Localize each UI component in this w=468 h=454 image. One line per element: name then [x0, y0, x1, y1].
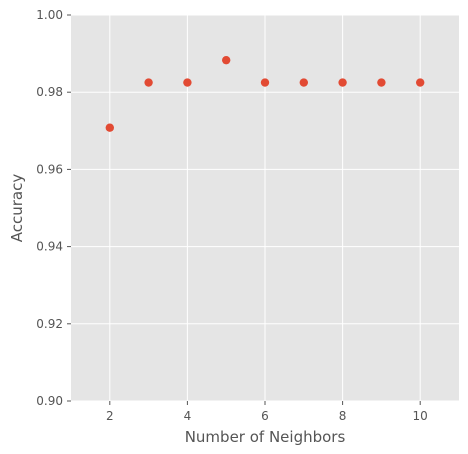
y-tick-label: 0.90 [36, 394, 63, 408]
data-point [260, 78, 270, 87]
x-axis-label: Number of Neighbors [185, 428, 346, 446]
data-point [377, 78, 386, 87]
data-point [183, 78, 192, 87]
y-tick-label: 0.98 [36, 85, 63, 99]
data-point [222, 55, 231, 65]
y-tick-label: 1.00 [36, 8, 63, 22]
y-axis-label: Accuracy [8, 174, 26, 243]
x-tick-label: 6 [261, 409, 269, 423]
data-point [105, 123, 115, 132]
y-tick-label: 0.96 [36, 162, 63, 176]
data-point [144, 78, 153, 87]
data-point [299, 78, 308, 87]
y-tick-label: 0.92 [36, 317, 63, 331]
y-tick-label: 0.94 [36, 240, 63, 254]
x-tick-label: 10 [413, 409, 428, 423]
axis-ticks: 2 4 6 8 10 0.90 0.92 0.94 0.96 0.98 1.00 [36, 8, 428, 423]
data-point [416, 78, 425, 87]
data-point [338, 78, 347, 87]
x-tick-label: 2 [106, 409, 114, 423]
x-tick-label: 8 [339, 409, 347, 423]
x-tick-label: 4 [184, 409, 192, 423]
data-points [105, 55, 425, 132]
